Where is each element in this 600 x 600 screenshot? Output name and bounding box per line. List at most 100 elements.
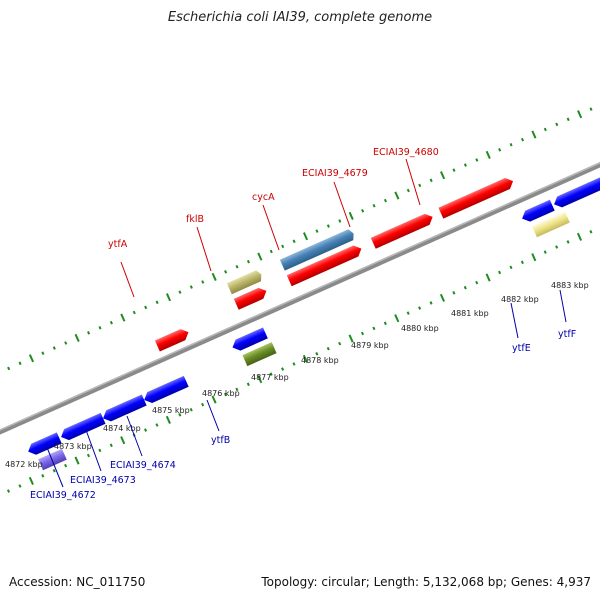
gene-ytfE[interactable] (532, 211, 570, 238)
tick-mark (394, 191, 400, 200)
gene-cycA-steel[interactable] (279, 228, 356, 271)
gene-ECIAI39-4672-b[interactable] (38, 448, 67, 471)
tick-mark (498, 270, 502, 275)
tick-mark (86, 453, 90, 458)
tick-mark (485, 273, 491, 282)
tick-mark (531, 253, 537, 262)
gene-cycA[interactable] (286, 243, 364, 287)
tick-mark (360, 331, 365, 336)
tick-mark (18, 484, 22, 488)
tick-mark (555, 122, 559, 127)
tick-mark (303, 232, 309, 241)
scale-label: 4881 kbp (451, 309, 489, 318)
tick-mark (498, 148, 502, 152)
tick-mark (555, 245, 559, 249)
gene-label-fklB[interactable]: fklB (186, 214, 204, 225)
gene-ECIAI39-4672-a[interactable] (26, 432, 62, 457)
gene-label-ECIAI39-4680[interactable]: ECIAI39_4680 (373, 147, 439, 158)
tick-mark (315, 352, 319, 356)
tick-mark (543, 127, 547, 132)
tick-mark (98, 448, 102, 453)
tick-mark (257, 375, 263, 384)
gene-fklB-khaki[interactable] (226, 269, 264, 295)
tick-mark (531, 130, 537, 139)
tick-mark (74, 333, 80, 342)
tick-mark (64, 463, 68, 468)
gene-fklB[interactable] (233, 285, 269, 310)
tick-mark (406, 188, 410, 193)
tick-mark (87, 331, 91, 335)
tick-mark (269, 372, 273, 376)
gene-label-ytfF[interactable]: ytfF (558, 329, 576, 340)
scale-label: 4875 kbp (152, 406, 190, 415)
tick-mark (189, 407, 193, 412)
tick-mark (566, 117, 570, 122)
tick-mark (452, 168, 456, 172)
tick-mark (429, 178, 433, 183)
gene-ytfB[interactable] (242, 342, 277, 367)
gene-label-ECIAI39-4679[interactable]: ECIAI39_4679 (302, 168, 368, 179)
tick-mark (155, 423, 159, 427)
top-gene-labels: ytfA fklB cycA ECIAI39_4679 ECIAI39_4680 (108, 147, 439, 298)
tick-mark (589, 107, 593, 111)
gene-ECIAI39-4675[interactable] (142, 375, 189, 406)
gene-label-cycA[interactable]: cycA (252, 192, 275, 203)
tick-mark (383, 321, 387, 326)
tick-mark (292, 239, 296, 244)
tick-mark (257, 252, 263, 261)
tick-mark (589, 230, 593, 234)
gene-label-ytfE[interactable]: ytfE (512, 343, 531, 354)
tick-mark (165, 415, 171, 424)
gene-ECIAI39-4673[interactable] (59, 412, 106, 443)
scale-label: 4883 kbp (551, 281, 589, 290)
tick-mark (74, 456, 80, 465)
gene-ECIAI39-4674[interactable] (101, 394, 147, 424)
gene-ytfE-blue[interactable] (520, 199, 555, 224)
tick-mark (418, 183, 422, 188)
tick-mark (281, 244, 285, 249)
genome-backbone (0, 125, 600, 472)
tick-mark (372, 203, 376, 208)
tick-mark (361, 209, 365, 213)
tick-mark (246, 382, 250, 387)
gene-ytfA[interactable] (154, 327, 191, 352)
tick-mark (109, 443, 113, 448)
tick-mark (28, 476, 34, 485)
tick-mark (178, 413, 182, 417)
gene-features (26, 175, 600, 471)
tick-mark (235, 387, 239, 392)
scale-label: 4880 kbp (401, 324, 439, 333)
tick-mark (165, 293, 172, 302)
scale-label: 4877 kbp (251, 373, 289, 382)
tick-mark (201, 402, 205, 407)
tick-mark (372, 326, 376, 331)
scale-label: 4874 kbp (103, 424, 141, 433)
gene-ytfB-blue[interactable] (230, 327, 268, 353)
gene-ECIAI39-4680[interactable] (438, 176, 515, 219)
tick-mark (28, 354, 35, 363)
tick-mark (155, 300, 159, 305)
tick-mark (224, 270, 228, 274)
gene-label-ECIAI39-4672[interactable]: ECIAI39_4672 (30, 490, 96, 501)
tick-mark (348, 334, 354, 343)
page-title: Escherichia coli IAI39, complete genome (167, 10, 433, 25)
gene-label-ECIAI39-4674[interactable]: ECIAI39_4674 (110, 460, 176, 471)
tick-mark (383, 198, 388, 203)
tick-mark (144, 305, 148, 310)
gene-ECIAI39-4679[interactable] (370, 211, 435, 249)
tick-track-top (7, 107, 593, 371)
tick-mark (144, 428, 148, 432)
gene-label-ytfA[interactable]: ytfA (108, 239, 128, 250)
gene-ytfF-blue[interactable] (552, 175, 600, 210)
tick-mark (223, 392, 228, 397)
gene-label-ECIAI39-4673[interactable]: ECIAI39_4673 (70, 475, 136, 486)
tick-mark (326, 346, 330, 351)
gene-label-ytfB[interactable]: ytfB (211, 435, 230, 446)
tick-mark (509, 265, 513, 270)
tick-mark (52, 346, 56, 350)
tick-mark (485, 150, 491, 159)
tick-mark (246, 259, 250, 264)
tick-mark (338, 219, 342, 223)
scale-label: 4873 kbp (54, 442, 92, 451)
